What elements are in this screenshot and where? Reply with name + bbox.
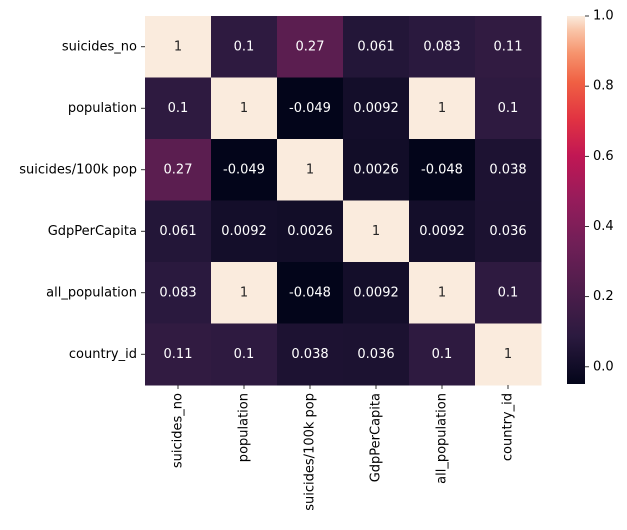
cell-annotation: 0.1 — [168, 101, 189, 116]
heatmap-cell — [277, 16, 344, 78]
x-tick-label: suicides_no — [171, 393, 186, 468]
row-labels: suicides_no population suicides/100k pop Gd… — [19, 39, 145, 362]
cell-annotation: -0.049 — [289, 101, 331, 116]
cell-annotation: 0.0092 — [419, 224, 465, 239]
cell-annotation: 0.1 — [498, 101, 519, 116]
heatmap-cell — [475, 16, 542, 78]
cell-annotation: 0.0092 — [353, 285, 399, 300]
y-tick-label: suicides_no — [62, 39, 137, 54]
heatmap-cell — [409, 139, 476, 201]
x-tick-label: suicides/100k pop — [303, 393, 318, 511]
cell-annotation: 1 — [306, 162, 314, 177]
heatmap-cell — [277, 139, 344, 201]
cell-annotation: 0.0092 — [221, 224, 267, 239]
colorbar-gradient — [567, 16, 585, 384]
heatmap-cell — [409, 262, 476, 324]
cell-annotation: -0.048 — [421, 162, 463, 177]
colorbar: 0.0 0.2 0.4 0.6 0.8 1.0 — [567, 9, 614, 384]
heatmap-cell — [277, 200, 344, 263]
heatmap-cell — [343, 323, 410, 386]
cell-annotation: 0.11 — [494, 39, 523, 54]
heatmap-cell — [409, 16, 476, 78]
heatmap-cell — [343, 200, 410, 263]
heatmap-cell — [145, 139, 212, 201]
heatmap-cell — [145, 323, 212, 386]
y-tick-label: country_id — [69, 347, 137, 362]
heatmap-cell — [211, 139, 278, 201]
cell-annotation: 1 — [372, 224, 380, 239]
cell-annotation: 0.036 — [489, 224, 526, 239]
cell-annotation: 0.0026 — [287, 224, 333, 239]
cell-annotation: 0.1 — [432, 347, 453, 362]
heatmap-cell — [475, 139, 542, 201]
colorbar-tick-label: 0.0 — [593, 359, 614, 374]
heatmap-cell — [343, 262, 410, 324]
heatmap-cell — [211, 323, 278, 386]
cell-annotation: 1 — [240, 101, 248, 116]
cell-annotation: -0.049 — [223, 162, 265, 177]
cell-annotation: 0.27 — [296, 39, 325, 54]
colorbar-tick-label: 0.4 — [593, 219, 614, 234]
cell-annotation: 0.083 — [159, 285, 196, 300]
heatmap-cell — [277, 262, 344, 324]
heatmap-cell — [475, 262, 542, 324]
colorbar-tick-label: 0.8 — [593, 79, 614, 94]
colorbar-tick-label: 1.0 — [593, 9, 614, 24]
cell-annotation: 0.036 — [357, 347, 394, 362]
y-tick-label: suicides/100k pop — [19, 162, 137, 177]
colorbar-tick-label: 0.2 — [593, 289, 614, 304]
heatmap-cell — [343, 16, 410, 78]
cell-annotation: 0.11 — [164, 347, 193, 362]
x-tick-label: GdpPerCapita — [369, 393, 384, 482]
cell-annotation: 0.1 — [234, 39, 255, 54]
x-tick-label: population — [237, 393, 252, 462]
cell-annotation: 1 — [438, 285, 446, 300]
heatmap-cell — [409, 200, 476, 263]
heatmap-cell — [475, 77, 542, 140]
cell-annotation: 1 — [504, 347, 512, 362]
heatmap-cell — [343, 139, 410, 201]
colorbar-ticks: 0.0 0.2 0.4 0.6 0.8 1.0 — [585, 9, 614, 374]
cell-annotation: 0.0092 — [353, 101, 399, 116]
heatmap-cell — [211, 77, 278, 140]
heatmap-cell — [475, 323, 542, 386]
cell-annotation: 0.038 — [489, 162, 526, 177]
y-tick-label: all_population — [46, 285, 137, 300]
cell-annotation: 0.1 — [234, 347, 255, 362]
heatmap-cell — [277, 77, 344, 140]
x-tick-label: country_id — [501, 393, 516, 461]
heatmap-cell — [277, 323, 344, 386]
cell-annotation: 0.0026 — [353, 162, 399, 177]
colorbar-tick-label: 0.6 — [593, 149, 614, 164]
x-tick-label: all_population — [435, 393, 450, 484]
heatmap-cell — [145, 77, 212, 140]
y-tick-label: GdpPerCapita — [48, 224, 137, 239]
heatmap-cell — [409, 323, 476, 386]
heatmap-cell — [211, 262, 278, 324]
heatmap-cell — [343, 77, 410, 140]
y-tick-label: population — [68, 101, 137, 116]
cell-annotation: -0.048 — [289, 285, 331, 300]
heatmap-cell — [211, 16, 278, 78]
heatmap-cell — [475, 200, 542, 263]
cell-annotation: 1 — [438, 101, 446, 116]
cell-annotation: 0.038 — [291, 347, 328, 362]
cell-annotation: 0.083 — [423, 39, 460, 54]
heatmap-cell — [145, 262, 212, 324]
heatmap-cells: 1 0.1 0.27 0.061 0.083 0.110.1 1 -0.049 0.0092 1 0… — [145, 16, 542, 386]
heatmap-cell — [145, 200, 212, 263]
heatmap-cell — [409, 77, 476, 140]
cell-annotation: 0.061 — [159, 224, 196, 239]
cell-annotation: 1 — [174, 39, 182, 54]
cell-annotation: 1 — [240, 285, 248, 300]
heatmap-cell — [145, 16, 212, 78]
cell-annotation: 0.061 — [357, 39, 394, 54]
cell-annotation: 0.27 — [164, 162, 193, 177]
heatmap-cell — [211, 200, 278, 263]
column-labels: suicides_no population suicides/100k pop Gd… — [171, 385, 516, 511]
cell-annotation: 0.1 — [498, 285, 519, 300]
